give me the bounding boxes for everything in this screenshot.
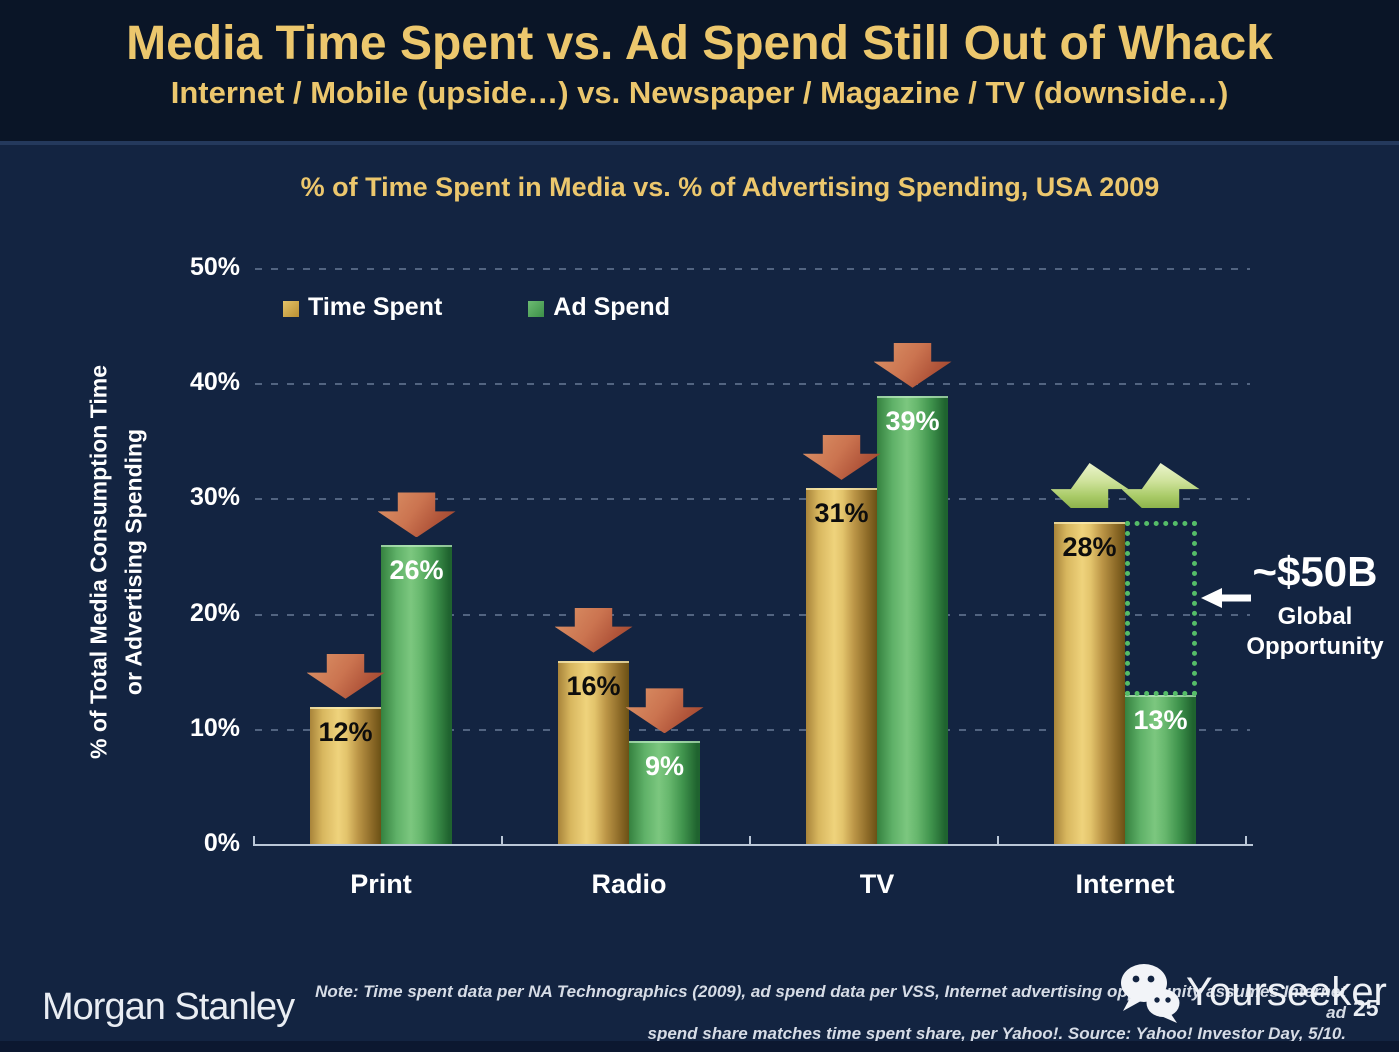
x-axis-tick-1 [501, 836, 503, 844]
source-note: Note: Time spent data per NA Technograph… [300, 981, 1346, 1044]
y-tick-30%: 30% [189, 483, 240, 512]
opportunity-value: ~$50B [1252, 548, 1378, 595]
trend-arrow-down [802, 434, 881, 480]
bar-internet-time-spent: 28% [1054, 522, 1125, 845]
ad-spend-swatch-icon [528, 300, 545, 317]
left-arrow-icon [1201, 588, 1251, 608]
trend-arrow-down [625, 688, 704, 734]
slide-header: Media Time Spent vs. Ad Spend Still Out … [0, 0, 1399, 145]
bar-radio-ad-spend: 9% [629, 741, 700, 845]
morgan-stanley-logo: Morgan Stanley [42, 986, 295, 1028]
x-axis-tick-2 [749, 836, 751, 844]
x-axis-tick-4 [1245, 836, 1247, 844]
y-axis-title: % of Total Media Consumption Time or Adv… [82, 282, 151, 842]
trend-arrow-down [873, 342, 952, 388]
bar-value-label: 16% [566, 670, 621, 701]
watermark-label: Yourseeker [1186, 970, 1387, 1014]
opportunity-label-line1: Global [1277, 603, 1353, 630]
gridline-10 [255, 728, 1250, 731]
opportunity-label-line2: Opportunity [1246, 633, 1384, 660]
bar-value-label: 9% [644, 751, 685, 782]
bar-value-label: 26% [389, 555, 444, 586]
gridline-50 [255, 268, 1250, 270]
x-axis-tick-0 [253, 836, 255, 844]
bar-tv-ad-spend: 39% [877, 395, 948, 845]
x-axis-tick-3 [997, 836, 999, 844]
y-axis-title-line2: or Advertising Spending [120, 428, 146, 696]
opportunity-annotation: ~$50B Global Opportunity [1232, 548, 1398, 662]
source-note-line2: spend share matches time spent share, pe… [647, 1024, 1347, 1043]
bar-value-label: 39% [885, 405, 940, 436]
chart-title: % of Time Spent in Media vs. % of Advert… [300, 172, 1160, 202]
trend-arrow-up [1050, 463, 1129, 508]
time-spent-swatch-icon [283, 300, 299, 317]
legend: Time Spent Ad Spend [283, 293, 670, 322]
bar-value-label: 13% [1133, 705, 1188, 736]
opportunity-dotted-box [1125, 521, 1197, 696]
gridline-20 [255, 613, 1250, 616]
slide-title: Media Time Spent vs. Ad Spend Still Out … [126, 17, 1273, 70]
bar-radio-time-spent: 16% [558, 660, 629, 845]
bottom-strip [0, 1041, 1399, 1052]
y-tick-40%: 40% [189, 368, 240, 397]
gridline-40 [255, 383, 1250, 386]
trend-arrow-down [306, 653, 385, 699]
legend-label-time-spent: Time Spent [308, 293, 443, 321]
x-label-print: Print [350, 869, 412, 899]
bar-value-label: 28% [1062, 532, 1117, 563]
y-axis-title-line1: % of Total Media Consumption Time [85, 365, 112, 759]
y-tick-20%: 20% [189, 598, 240, 627]
bar-internet-ad-spend: 13% [1125, 695, 1196, 845]
x-axis-line [253, 844, 1253, 846]
x-label-radio: Radio [591, 869, 667, 899]
bar-print-time-spent: 12% [310, 706, 381, 845]
source-note-line1: Note: Time spent data per NA Technograph… [315, 982, 1346, 1022]
y-tick-50%: 50% [189, 253, 240, 281]
x-label-internet: Internet [1075, 869, 1175, 899]
page-number: 25 [1353, 995, 1379, 1021]
trend-arrow-up [1121, 463, 1200, 508]
bar-print-ad-spend: 26% [381, 545, 452, 845]
wechat-icon [1121, 964, 1180, 1023]
slide-subtitle: Internet / Mobile (upside…) vs. Newspape… [170, 75, 1229, 110]
plot-area: 12% 26% Print 16% 9% Radio 31% 39% TV 28% 13% Inter… [253, 268, 1253, 899]
bar-value-label: 31% [814, 497, 869, 528]
bar-tv-time-spent: 31% [806, 487, 877, 845]
x-label-tv: TV [859, 869, 895, 899]
bar-value-label: 12% [318, 716, 373, 747]
y-tick-10%: 10% [189, 713, 240, 742]
y-tick-0%: 0% [203, 829, 240, 857]
gridline-30 [255, 498, 1250, 501]
legend-label-ad-spend: Ad Spend [553, 293, 670, 321]
